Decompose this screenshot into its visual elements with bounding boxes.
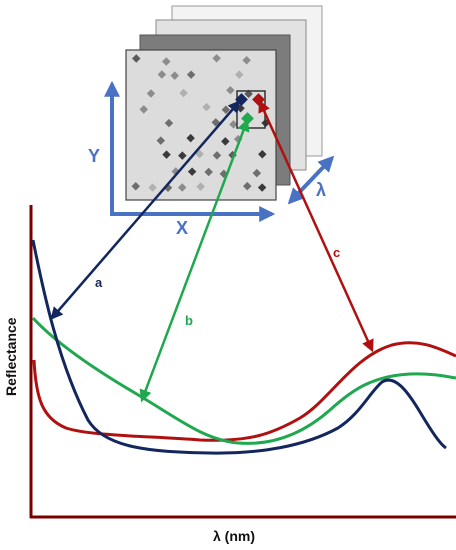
reflectance-label: Reflectance xyxy=(3,317,19,396)
spectrum-curve-b xyxy=(31,316,456,445)
pixel-dot xyxy=(212,54,221,63)
arrow-c-label: c xyxy=(333,245,340,260)
arrow-c xyxy=(258,99,374,353)
pixel-dot xyxy=(170,71,179,80)
pixel-dot xyxy=(179,88,188,98)
arrow-b-label: b xyxy=(185,313,193,328)
image-cube xyxy=(125,5,323,201)
pixel-dot xyxy=(146,89,156,98)
x-axis-label: X xyxy=(176,218,188,238)
arrow-b xyxy=(139,118,250,403)
pixel-dot xyxy=(235,70,244,79)
pixel-dot xyxy=(157,70,167,79)
arrow-a-label: a xyxy=(95,275,103,290)
y-axis-label: Y xyxy=(88,146,100,166)
spectrum-curve-c xyxy=(32,341,456,442)
cube-layer-front xyxy=(125,49,277,201)
pixel-dot xyxy=(132,54,141,63)
spectrum-plot: Reflectance λ (nm) xyxy=(3,205,456,544)
pixel-dot xyxy=(226,85,235,95)
pixel-dot xyxy=(162,57,171,66)
pixel-dot xyxy=(186,70,196,79)
pixel-dot xyxy=(242,55,251,65)
pixel-arrows: a b c xyxy=(50,99,374,403)
spectrum-curve-a xyxy=(31,239,447,455)
lambda-axis-label: λ xyxy=(316,180,326,200)
wavelength-label: λ (nm) xyxy=(213,528,255,544)
